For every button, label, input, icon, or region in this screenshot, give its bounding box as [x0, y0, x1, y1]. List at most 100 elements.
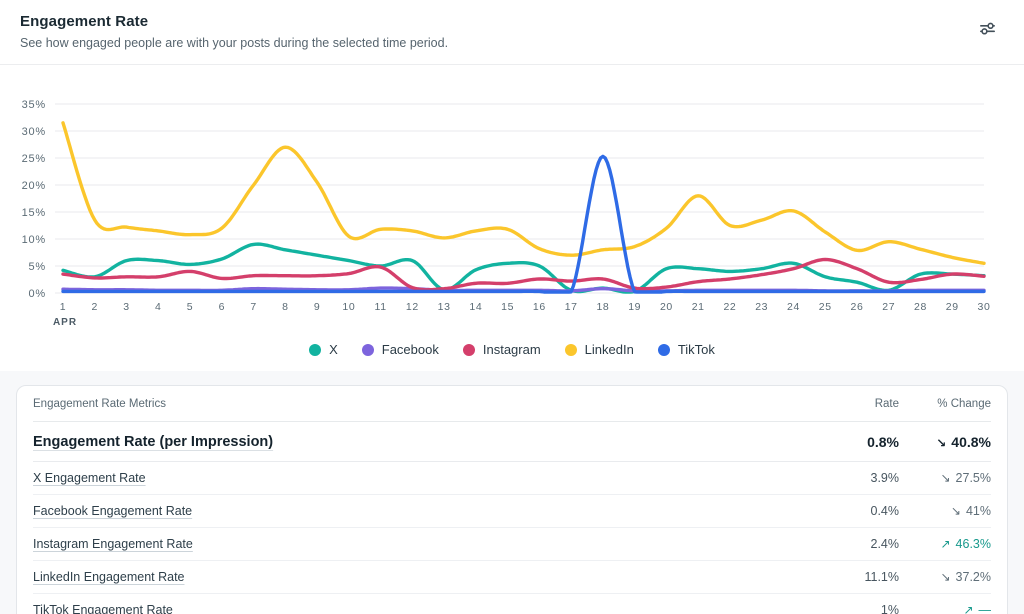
metric-rate: 2.4% — [870, 537, 900, 551]
x-axis-tick-label: 21 — [692, 301, 705, 313]
legend-item-linkedin[interactable]: LinkedIn — [564, 342, 634, 357]
table-row: TikTok Engagement Rate 1% ↗ — — [33, 594, 991, 614]
chart-section: 0% 5% 10% 15% 20% 25% 30% 35% 1 2 3 4 5 6 7 8 9 10 11 12 13 1… — [0, 65, 1024, 371]
x-axis-tick-label: 14 — [469, 301, 482, 313]
metric-label[interactable]: LinkedIn Engagement Rate — [33, 570, 185, 584]
trend-up-icon: ↗ — [940, 537, 951, 551]
legend-dot-icon — [309, 343, 322, 356]
trend-up-icon: ↗ — [963, 603, 974, 614]
metric-rate: 0.8% — [867, 433, 899, 450]
column-header-metric: Engagement Rate Metrics — [33, 397, 166, 410]
metric-change: ↘ 37.2% — [899, 570, 991, 584]
x-axis-tick-label: 1 — [60, 301, 66, 313]
x-axis-tick-label: 22 — [723, 301, 736, 313]
table-row: Facebook Engagement Rate 0.4% ↘ 41% — [33, 495, 991, 528]
trend-down-icon: ↘ — [936, 435, 947, 450]
engagement-rate-panel: Engagement Rate See how engaged people a… — [0, 0, 1024, 371]
x-axis-month-label: APR — [53, 317, 77, 328]
x-axis-tick-label: 23 — [755, 301, 768, 313]
x-axis-tick-label: 17 — [565, 301, 578, 313]
series-line-linkedin — [61, 121, 986, 265]
x-axis-tick-label: 9 — [314, 301, 320, 313]
metric-label-cell: Engagement Rate (per Impression) — [33, 434, 759, 450]
metric-change: ↘ 40.8% — [899, 434, 991, 450]
series-line-x — [61, 242, 986, 294]
y-axis-tick-label: 35% — [22, 99, 46, 111]
y-axis-tick-label: 0% — [29, 288, 47, 300]
legend-item-facebook[interactable]: Facebook — [361, 342, 439, 357]
legend-label: X — [329, 342, 338, 357]
metric-rate: 1% — [880, 603, 899, 614]
chart-legend: X Facebook Instagram LinkedIn TikTok — [0, 342, 1024, 357]
metric-rate: 3.9% — [870, 471, 900, 485]
x-axis-tick-label: 24 — [787, 301, 800, 313]
legend-label: Facebook — [381, 342, 439, 357]
metric-label-cell: TikTok Engagement Rate — [33, 603, 759, 614]
legend-label: LinkedIn — [584, 342, 634, 357]
table-row: Instagram Engagement Rate 2.4% ↗ 46.3% — [33, 528, 991, 561]
change-value: 27.5% — [955, 471, 991, 485]
y-axis-tick-label: 5% — [29, 261, 47, 273]
metric-label[interactable]: Engagement Rate (per Impression) — [33, 433, 274, 450]
x-axis-tick-label: 16 — [533, 301, 546, 313]
series-line-instagram — [61, 257, 986, 292]
chart-settings-button[interactable] — [974, 17, 1000, 43]
metric-change: ↗ — — [899, 603, 991, 614]
panel-header: Engagement Rate See how engaged people a… — [0, 0, 1024, 65]
sliders-icon — [978, 19, 997, 41]
legend-label: Instagram — [482, 342, 541, 357]
trend-down-icon: ↘ — [950, 504, 961, 518]
change-value: 40.8% — [951, 433, 991, 450]
legend-item-tiktok[interactable]: TikTok — [657, 342, 715, 357]
x-axis-tick-label: 18 — [596, 301, 609, 313]
y-axis-tick-label: 25% — [22, 153, 46, 165]
legend-label: TikTok — [677, 342, 715, 357]
x-axis-tick-label: 27 — [882, 301, 895, 313]
page-title: Engagement Rate — [20, 13, 149, 30]
metric-label-cell: Instagram Engagement Rate — [33, 537, 759, 551]
legend-dot-icon — [361, 343, 374, 356]
engagement-metrics-table: Engagement Rate Metrics Rate % Change En… — [16, 385, 1008, 614]
metric-label[interactable]: Instagram Engagement Rate — [33, 537, 193, 551]
table-row: X Engagement Rate 3.9% ↘ 27.5% — [33, 462, 991, 495]
metric-label[interactable]: Facebook Engagement Rate — [33, 504, 193, 518]
x-axis-tick-label: 15 — [501, 301, 514, 313]
table-header-row: Engagement Rate Metrics Rate % Change — [33, 386, 991, 422]
metric-rate: 11.1% — [864, 570, 899, 584]
x-axis-tick-label: 11 — [375, 301, 387, 313]
legend-dot-icon — [462, 343, 475, 356]
legend-item-x[interactable]: X — [309, 342, 338, 357]
engagement-chart: 0%5%10%15%20%25%30%35%1 2 3 4 5 6 7 8 9 10 11 12 13 1… — [22, 99, 991, 328]
x-axis-tick-label: 10 — [342, 301, 355, 313]
change-value: 46.3% — [955, 537, 991, 551]
metric-change: ↗ 46.3% — [899, 537, 991, 551]
x-axis-tick-label: 30 — [978, 301, 991, 313]
x-axis-tick-label: 20 — [660, 301, 673, 313]
trend-down-icon: ↘ — [940, 471, 951, 485]
y-axis-tick-label: 30% — [22, 126, 46, 138]
legend-dot-icon — [564, 343, 577, 356]
x-axis-tick-label: 6 — [219, 301, 225, 313]
change-value: 37.2% — [955, 570, 991, 584]
series-line-tiktok — [61, 154, 986, 294]
x-axis-tick-label: 8 — [282, 301, 288, 313]
trend-down-icon: ↘ — [940, 570, 951, 584]
metric-label[interactable]: TikTok Engagement Rate — [33, 603, 173, 614]
x-axis-tick-label: 19 — [628, 301, 641, 313]
table-body: Engagement Rate (per Impression) 0.8% ↘ 40.… — [33, 422, 991, 614]
metric-rate: 0.4% — [870, 504, 900, 518]
metric-change: ↘ 41% — [899, 504, 991, 518]
table-row: Engagement Rate (per Impression) 0.8% ↘ 40.… — [33, 422, 991, 462]
change-value: 41% — [965, 504, 991, 518]
x-axis-tick-label: 29 — [946, 301, 959, 313]
table-row: LinkedIn Engagement Rate 11.1% ↘ 37.2% — [33, 561, 991, 594]
page-subtitle: See how engaged people are with your pos… — [20, 36, 449, 50]
x-axis-tick-label: 4 — [155, 301, 161, 313]
x-axis-tick-label: 25 — [819, 301, 832, 313]
legend-item-instagram[interactable]: Instagram — [462, 342, 541, 357]
x-axis-tick-label: 2 — [92, 301, 98, 313]
x-axis-tick-label: 12 — [406, 301, 419, 313]
x-axis-tick-label: 13 — [438, 301, 451, 313]
y-axis-tick-label: 15% — [22, 207, 46, 219]
metric-label[interactable]: X Engagement Rate — [33, 471, 146, 485]
